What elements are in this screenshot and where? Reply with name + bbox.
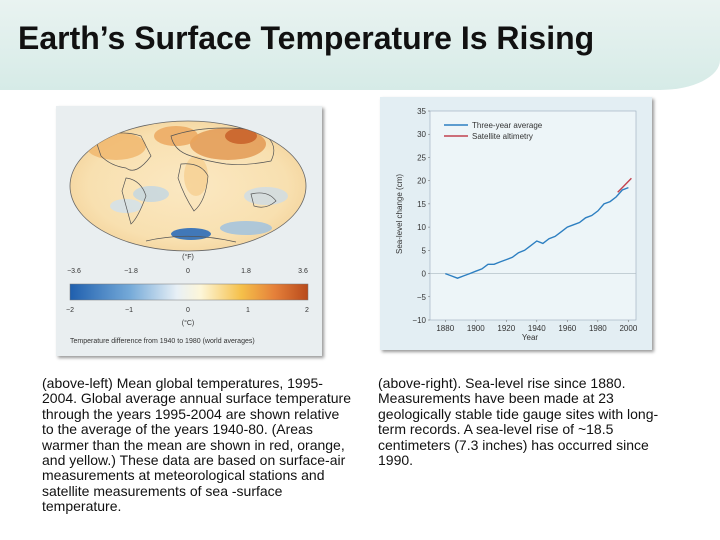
c-tick: 1 xyxy=(246,307,250,314)
x-tick-label: 1920 xyxy=(497,324,515,333)
slide-title: Earth’s Surface Temperature Is Rising xyxy=(18,20,595,56)
y-tick-label: 35 xyxy=(417,107,426,116)
y-tick-label: 10 xyxy=(417,223,426,232)
c-tick: −2 xyxy=(66,307,74,314)
caption-right: (above-right). Sea-level rise since 1880… xyxy=(378,375,659,469)
x-axis-label: Year xyxy=(522,333,539,342)
y-tick-label: 20 xyxy=(417,177,426,186)
legend-label-three-year-average: Three-year average xyxy=(472,121,543,130)
sea-level-chart: −10 −5 0 5 10 15 20 25 30 35 1880 1900 1920 1940 1960… xyxy=(395,107,638,342)
map-caption: Temperature difference from 1940 to 1980… xyxy=(70,338,255,345)
plot-area xyxy=(429,110,637,321)
x-tick-label: 1900 xyxy=(467,324,485,333)
y-tick-label: 25 xyxy=(417,153,426,162)
series-line-satellite-altimetry xyxy=(617,177,632,193)
color-scale: (°F) −3.6 −1.8 0 1.8 3.6 −2 −1 0 1 2 (°C… xyxy=(66,253,309,345)
world-map xyxy=(69,120,307,252)
x-tick-label: 1960 xyxy=(558,324,576,333)
y-tick-label: 5 xyxy=(422,246,427,255)
caption-left: (above-left) Mean global temperatures, 1… xyxy=(42,375,351,515)
y-tick-label: 30 xyxy=(417,130,426,139)
sea-level-chart-panel: −10 −5 0 5 10 15 20 25 30 35 1880 1900 1920 1940 1960… xyxy=(380,97,652,350)
series-line-three-year-average xyxy=(445,186,629,279)
c-tick: −1 xyxy=(125,307,133,314)
legend: Three-year average Satellite altimetry xyxy=(444,121,543,141)
y-tick-label: 15 xyxy=(417,200,426,209)
x-tick-label: 1940 xyxy=(528,324,546,333)
celsius-unit-label: (°C) xyxy=(182,319,195,327)
x-tick-label: 1880 xyxy=(436,324,454,333)
legend-label-satellite-altimetry: Satellite altimetry xyxy=(472,132,533,141)
temperature-map-figure: (°F) −3.6 −1.8 0 1.8 3.6 −2 −1 0 1 2 (°C… xyxy=(66,120,309,345)
c-tick: 2 xyxy=(305,307,309,314)
f-tick: −1.8 xyxy=(124,268,138,275)
y-tick-label: 0 xyxy=(422,270,427,279)
f-tick: 1.8 xyxy=(241,268,251,275)
f-tick: 0 xyxy=(186,268,190,275)
fahrenheit-unit-label: (°F) xyxy=(182,253,194,261)
f-tick: −3.6 xyxy=(67,268,81,275)
c-tick: 0 xyxy=(186,307,190,314)
temperature-map-panel: (°F) −3.6 −1.8 0 1.8 3.6 −2 −1 0 1 2 (°C… xyxy=(56,106,322,356)
x-axis: 1880 1900 1920 1940 1960 1980 2000 xyxy=(436,320,638,333)
y-axis-label: Sea-level change (cm) xyxy=(395,174,404,254)
x-tick-label: 2000 xyxy=(619,324,637,333)
y-tick-label: −10 xyxy=(412,316,426,325)
x-tick-label: 1980 xyxy=(589,324,607,333)
title-bar xyxy=(0,0,720,90)
f-tick: 3.6 xyxy=(298,268,308,275)
color-scale-bar xyxy=(69,283,309,301)
y-tick-label: −5 xyxy=(417,293,427,302)
y-axis: −10 −5 0 5 10 15 20 25 30 35 xyxy=(412,107,430,325)
